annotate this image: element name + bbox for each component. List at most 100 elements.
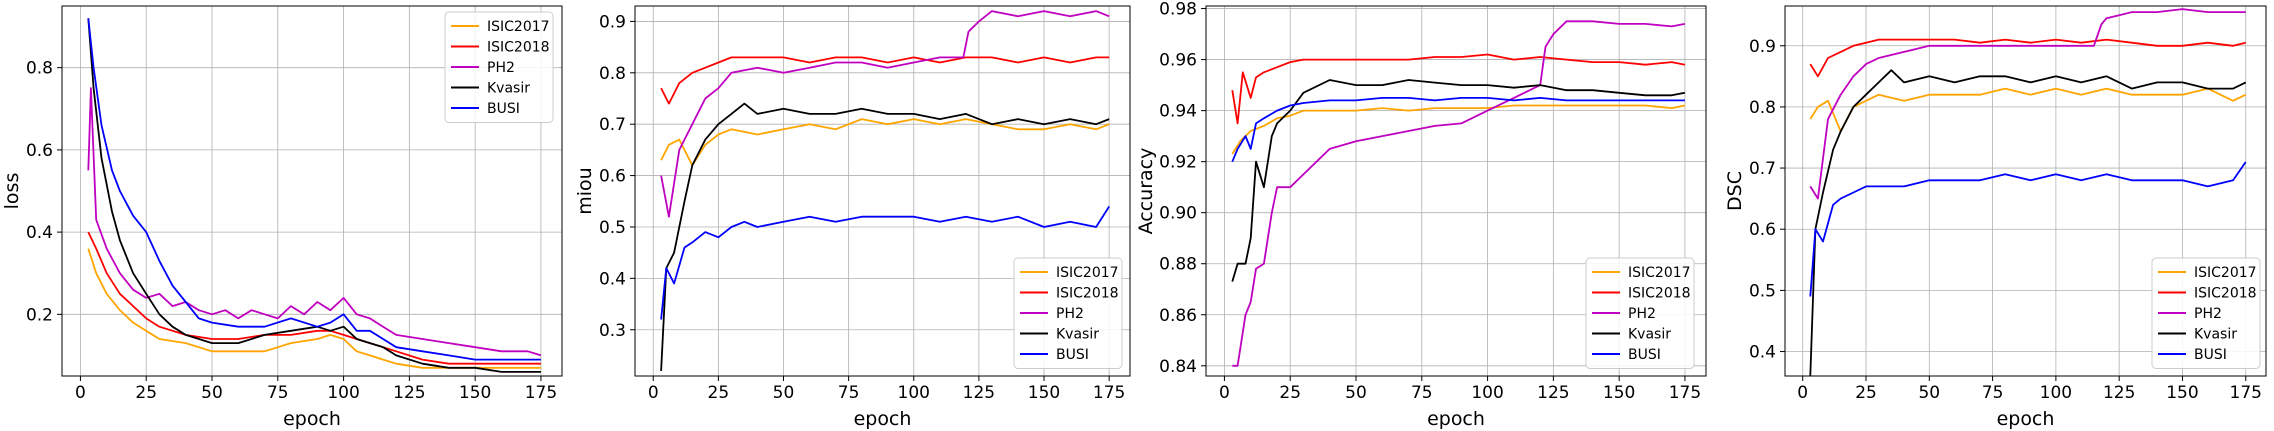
plot-frame <box>1784 5 2267 377</box>
x-tick-label: 25 <box>135 383 157 403</box>
chart-panel-1: 0 25 50 75 100 125 150 175 0.2 0.4 0.6 0.8 epoch loss… <box>1 5 563 430</box>
y-tick-label: 0.90 <box>1159 204 1197 224</box>
series-line-ph2 <box>1809 8 2246 200</box>
x-tick-label: 25 <box>708 383 730 403</box>
x-tick-label: 0 <box>648 383 659 403</box>
legend-box <box>444 11 554 123</box>
x-axis-label: epoch <box>854 408 912 430</box>
legend-label-ph2: PH2 <box>2194 306 2222 322</box>
series-line-ph2 <box>1232 20 1686 367</box>
legend-label-kvasir: Kvasir <box>1628 327 1671 343</box>
series-line-busi <box>87 18 541 361</box>
series-line-isic2017 <box>660 118 1110 167</box>
series-line-busi <box>1231 97 1685 163</box>
y-tick-label: 0.98 <box>1159 0 1197 20</box>
x-tick-label: 75 <box>1982 383 2004 403</box>
x-tick-label: 150 <box>459 383 491 403</box>
plot-frame <box>1205 5 1707 377</box>
y-axis-label: loss <box>1 173 23 210</box>
x-tick-label: 0 <box>75 383 86 403</box>
x-tick-label: 0 <box>1797 383 1808 403</box>
legend-label-isic2018: ISIC2018 <box>487 40 550 56</box>
series-line-kvasir <box>1809 69 2247 377</box>
y-tick-label: 0.9 <box>1749 37 1776 57</box>
legend: ISIC2017 ISIC2018 PH2 Kvasir BUSI <box>1585 257 1695 369</box>
legend-label-kvasir: Kvasir <box>1056 327 1099 343</box>
y-tick-label: 0.7 <box>599 115 626 135</box>
series-line-isic2018 <box>660 56 1110 105</box>
legend-label-isic2018: ISIC2018 <box>2194 286 2257 302</box>
x-tick-label: 175 <box>1669 383 1701 403</box>
y-tick-label: 0.94 <box>1159 102 1197 122</box>
y-tick-label: 0.6 <box>1749 220 1776 240</box>
legend-box <box>1013 257 1123 369</box>
legend: ISIC2017 ISIC2018 PH2 Kvasir BUSI <box>2151 257 2261 369</box>
series-line-isic2018 <box>87 231 541 365</box>
x-tick-label: 0 <box>1219 383 1230 403</box>
legend-label-kvasir: Kvasir <box>487 81 530 97</box>
series-line-busi <box>660 205 1110 320</box>
y-tick-label: 0.8 <box>26 59 53 79</box>
y-tick-label: 0.4 <box>599 269 626 289</box>
legend-label-isic2017: ISIC2017 <box>1628 265 1691 281</box>
x-tick-label: 150 <box>2166 383 2198 403</box>
x-tick-label: 100 <box>327 383 359 403</box>
x-tick-label: 150 <box>1028 383 1060 403</box>
legend-box <box>1585 257 1695 369</box>
series-line-isic2018 <box>1809 38 2246 78</box>
y-tick-label: 0.84 <box>1159 357 1197 377</box>
x-axis-label: epoch <box>1997 408 2055 430</box>
y-tick-label: 0.88 <box>1159 255 1197 275</box>
y-tick-label: 0.4 <box>1749 343 1776 363</box>
x-tick-label: 75 <box>838 383 860 403</box>
x-tick-label: 125 <box>1537 383 1569 403</box>
x-tick-label: 25 <box>1855 383 1877 403</box>
legend: ISIC2017 ISIC2018 PH2 Kvasir BUSI <box>444 11 554 123</box>
y-tick-label: 0.4 <box>26 223 53 243</box>
plot-frame <box>634 5 1131 377</box>
legend-label-busi: BUSI <box>1056 347 1089 363</box>
y-tick-label: 0.7 <box>1749 159 1776 179</box>
x-tick-label: 100 <box>898 383 930 403</box>
y-tick-label: 0.2 <box>26 305 53 325</box>
legend-label-isic2017: ISIC2017 <box>2194 265 2257 281</box>
series-line-ph2 <box>87 87 542 357</box>
y-tick-label: 0.9 <box>599 12 626 32</box>
x-tick-label: 75 <box>1411 383 1433 403</box>
legend-label-isic2017: ISIC2017 <box>487 19 550 35</box>
plot-frame <box>61 5 563 377</box>
series-line-isic2017 <box>1231 104 1686 155</box>
legend-label-isic2018: ISIC2018 <box>1056 286 1119 302</box>
chart-panel-4: 0 25 50 75 100 125 150 175 0.4 0.5 0.6 0.7 0.8 0.9 epo… <box>1724 5 2267 430</box>
x-tick-label: 100 <box>1471 383 1503 403</box>
x-tick-label: 175 <box>1093 383 1125 403</box>
y-tick-label: 0.3 <box>599 321 626 341</box>
legend-label-busi: BUSI <box>2194 347 2227 363</box>
chart-panel-3: 0 25 50 75 100 125 150 175 0.84 0.86 0.88 0.90 0.92 0… <box>1135 0 1707 430</box>
legend-label-isic2017: ISIC2017 <box>1056 265 1119 281</box>
x-tick-label: 75 <box>267 383 289 403</box>
chart-panel-2: 0 25 50 75 100 125 150 175 0.3 0.4 0.5 0.6 0.7 0.8 0.9… <box>574 5 1131 430</box>
y-axis-label: DSC <box>1724 171 1746 211</box>
legend-label-ph2: PH2 <box>1628 306 1656 322</box>
y-tick-label: 0.5 <box>1749 281 1776 301</box>
series-line-busi <box>1809 161 2247 297</box>
legend-label-ph2: PH2 <box>1056 306 1084 322</box>
y-axis-label: miou <box>574 167 596 214</box>
x-tick-label: 50 <box>1918 383 1940 403</box>
x-tick-label: 150 <box>1603 383 1635 403</box>
series-line-kvasir <box>1231 79 1686 282</box>
legend-label-isic2018: ISIC2018 <box>1628 286 1691 302</box>
x-tick-label: 175 <box>2230 383 2262 403</box>
y-tick-label: 0.96 <box>1159 51 1197 71</box>
y-axis-label: Accuracy <box>1135 148 1157 235</box>
legend-label-kvasir: Kvasir <box>2194 327 2237 343</box>
x-axis-label: epoch <box>283 408 341 430</box>
x-axis-label: epoch <box>1427 408 1485 430</box>
y-tick-label: 0.86 <box>1159 306 1197 326</box>
x-tick-label: 125 <box>2103 383 2135 403</box>
x-tick-label: 50 <box>201 383 223 403</box>
series-line-kvasir <box>87 18 541 373</box>
legend: ISIC2017 ISIC2018 PH2 Kvasir BUSI <box>1013 257 1123 369</box>
